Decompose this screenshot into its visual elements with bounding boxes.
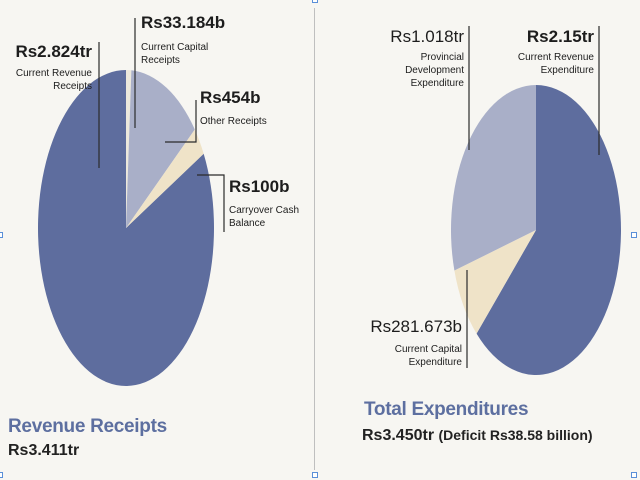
label-current-revenue-exp-value: Rs2.15tr <box>527 27 594 46</box>
label-current-revenue-receipts-value: Rs2.824tr <box>15 42 92 61</box>
label-carryover-name-line-1: Balance <box>229 218 266 229</box>
pie2-slice-1 <box>454 230 536 334</box>
leader-line-carryover <box>197 174 225 232</box>
selection-handle[interactable] <box>0 232 3 238</box>
pie1-slice-1 <box>126 70 132 228</box>
label-other-receipts-name: Other Receipts <box>200 116 267 127</box>
expenditure-title: Total Expenditures <box>364 399 529 420</box>
label-current-revenue-exp-name-line-1: Expenditure <box>541 65 595 76</box>
pie1-slice-2 <box>126 70 195 229</box>
label-provincial-dev-value: Rs1.018tr <box>390 27 464 46</box>
label-current-capital-exp-name-line-1: Expenditure <box>409 357 463 368</box>
revenue-total: Rs3.411tr <box>8 442 80 459</box>
label-other-receipts-value: Rs454b <box>200 88 260 107</box>
selection-handle[interactable] <box>312 0 318 3</box>
panel-divider <box>314 8 315 470</box>
label-carryover-name-line-0: Carryover Cash <box>229 205 299 216</box>
pie2-slice-0 <box>476 85 621 375</box>
selection-handle[interactable] <box>0 472 3 478</box>
leader-line-other-receipts <box>165 100 197 143</box>
selection-handle[interactable] <box>631 232 637 238</box>
label-carryover-value: Rs100b <box>229 177 289 196</box>
label-current-revenue-receipts-name-line-0: Current Revenue <box>16 68 93 79</box>
pie1-slice-0 <box>38 70 215 387</box>
label-current-capital-receipts-value: Rs33.184b <box>141 13 225 32</box>
expenditure-total: Rs3.450tr (Deficit Rs38.58 billion) <box>362 427 593 445</box>
label-current-capital-receipts-name-line-0: Current Capital <box>141 42 208 53</box>
deficit-note: (Deficit Rs38.58 billion) <box>438 427 593 443</box>
label-current-revenue-exp-name-line-0: Current Revenue <box>518 52 595 63</box>
revenue-title: Revenue Receipts <box>8 416 167 437</box>
pie2-slice-2 <box>451 85 536 271</box>
label-current-capital-exp-name-line-0: Current Capital <box>395 344 462 355</box>
label-current-revenue-receipts-name-line-1: Receipts <box>53 81 92 92</box>
expenditure-total-value: Rs3.450tr <box>362 427 435 444</box>
selection-handle[interactable] <box>312 472 318 478</box>
label-current-capital-receipts-name-line-1: Receipts <box>141 55 180 66</box>
label-provincial-dev-name-line-0: Provincial <box>421 52 464 63</box>
label-current-capital-exp-value: Rs281.673b <box>370 317 462 336</box>
selection-handle[interactable] <box>631 472 637 478</box>
label-provincial-dev-name-line-2: Expenditure <box>411 78 465 89</box>
pie1-slice-3 <box>126 129 204 228</box>
label-provincial-dev-name-line-1: Development <box>405 65 464 76</box>
